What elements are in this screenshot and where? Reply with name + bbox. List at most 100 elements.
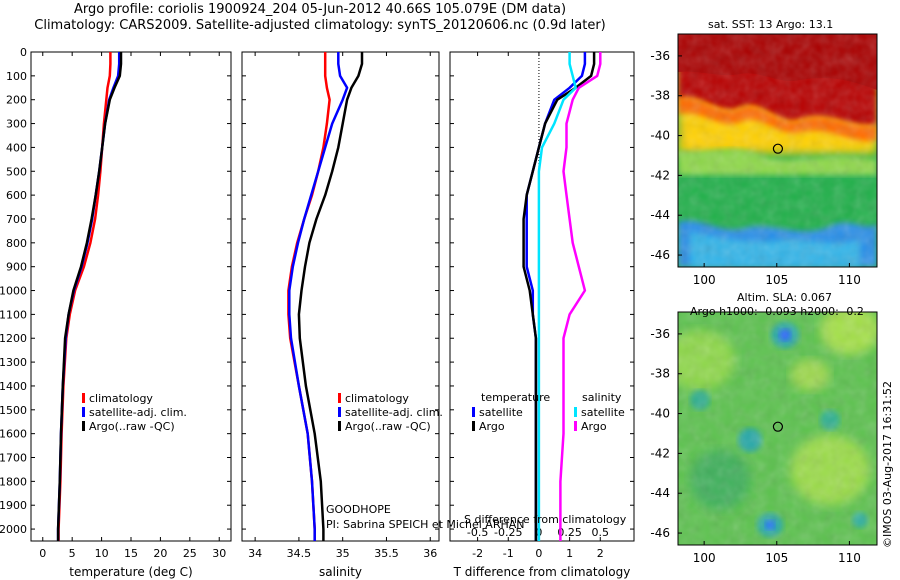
- sla-map-title-2: Argo h1000: -0.093 h2000: -0.2: [690, 305, 864, 318]
- y-tick-label: 1500: [0, 404, 27, 417]
- series-line-1-1: [288, 52, 349, 541]
- legend-swatch: [82, 421, 85, 431]
- legend-label: climatology: [89, 392, 153, 405]
- map-y-tick-label: -46: [650, 248, 670, 262]
- series-line-0-2: [56, 52, 123, 541]
- series-line-1-0: [287, 52, 331, 541]
- map-y-tick-label: -36: [650, 49, 670, 63]
- map-y-tick-label: -36: [650, 327, 670, 341]
- map-x-tick-label: 110: [838, 273, 861, 287]
- legend-item: Argo: [574, 420, 607, 433]
- legend-swatch: [338, 407, 341, 417]
- x-tick-label-0: 10: [95, 547, 109, 560]
- title-line-1: Argo profile: coriolis 1900924_204 05-Ju…: [73, 2, 567, 17]
- map-y-tick-label: -40: [650, 129, 670, 143]
- y-tick-label: 600: [6, 189, 27, 202]
- x-tick-label-2: 0: [535, 547, 542, 560]
- x-tick-label-0: 5: [69, 547, 76, 560]
- project-label: GOODHOPE: [326, 503, 391, 516]
- imos-stamp: ©IMOS 03-Aug-2017 16:31:52: [881, 381, 894, 548]
- map-y-tick-label: -46: [650, 526, 670, 540]
- y-tick-label: 800: [6, 237, 27, 250]
- y-tick-label: 400: [6, 141, 27, 154]
- map-x-tick-label: 105: [765, 551, 788, 565]
- x-axis-label-1: salinity: [319, 565, 362, 579]
- x-tick-label-2: 2: [597, 547, 604, 560]
- y-tick-label: 1700: [0, 452, 27, 465]
- legend-label: Argo: [581, 420, 607, 433]
- legend-item: satellite-adj. clim.: [82, 406, 187, 419]
- map-y-tick-label: -40: [650, 407, 670, 421]
- x-tick-label-1: 35.5: [374, 547, 399, 560]
- y-tick-label: 2000: [0, 523, 27, 536]
- x-tick-label-1: 34.5: [287, 547, 312, 560]
- y-tick-label: 1200: [0, 332, 27, 345]
- profile-location-marker-1: [772, 421, 784, 432]
- legend-label: satellite: [581, 406, 625, 419]
- s-tick-label: -0.5: [467, 526, 488, 539]
- s-tick-label: 0.5: [592, 526, 610, 539]
- y-tick-label: 100: [6, 70, 27, 83]
- x-axis-label-0: temperature (deg C): [69, 565, 192, 579]
- series-line-2-2: [537, 52, 577, 541]
- x-axis-label-2: T difference from climatology: [453, 565, 631, 579]
- legend-diff-salinity-header: salinity: [582, 391, 622, 404]
- map-y-tick-label: -42: [650, 168, 670, 182]
- sla-map-title-1: Altim. SLA: 0.067: [737, 291, 833, 304]
- series-line-2-1: [522, 52, 596, 541]
- legend-item: climatology: [82, 392, 153, 405]
- panel-frame-1: [241, 51, 440, 542]
- s-tick-label: -0.25: [494, 526, 522, 539]
- legend-label: Argo(..raw -QC): [345, 420, 431, 433]
- y-tick-label: 1100: [0, 308, 27, 321]
- x-tick-label-0: 0: [39, 547, 46, 560]
- map-frame-1: [677, 311, 878, 546]
- map-y-tick-label: -38: [650, 89, 670, 103]
- sst-map: [678, 34, 877, 267]
- legend-item: satellite-adj. clim.: [338, 406, 443, 419]
- x-tick-label-2: -1: [503, 547, 514, 560]
- legend-item: Argo(..raw -QC): [338, 420, 431, 433]
- legend-item: climatology: [338, 392, 409, 405]
- legend-item: satellite: [472, 406, 523, 419]
- map-y-tick-label: -38: [650, 367, 670, 381]
- y-tick-label: 0: [20, 46, 27, 59]
- y-tick-label: 500: [6, 165, 27, 178]
- x-tick-label-1: 36: [423, 547, 437, 560]
- legend-swatch: [574, 407, 577, 417]
- profile-location-marker-0: [772, 143, 784, 154]
- legend-label: Argo: [479, 420, 505, 433]
- map-x-tick-label: 100: [693, 551, 716, 565]
- s-tick-label: 0.25: [557, 526, 582, 539]
- series-line-2-3: [559, 52, 602, 541]
- legend-label: satellite-adj. clim.: [89, 406, 187, 419]
- legend-swatch: [574, 421, 577, 431]
- legend-swatch: [338, 393, 341, 403]
- legend-swatch: [472, 407, 475, 417]
- map-x-tick-label: 100: [693, 273, 716, 287]
- y-tick-label: 1600: [0, 428, 27, 441]
- legend-swatch: [82, 407, 85, 417]
- map-x-tick-label: 105: [765, 273, 788, 287]
- series-line-0-1: [56, 52, 121, 541]
- legend-label: satellite: [479, 406, 523, 419]
- legend-item: Argo: [472, 420, 505, 433]
- legend-label: climatology: [345, 392, 409, 405]
- y-tick-label: 900: [6, 261, 27, 274]
- x-tick-label-2: -2: [472, 547, 483, 560]
- legend-item: Argo(..raw -QC): [82, 420, 175, 433]
- y-tick-label: 1800: [0, 475, 27, 488]
- y-tick-label: 1900: [0, 499, 27, 512]
- x-tick-label-0: 25: [183, 547, 197, 560]
- map-y-tick-label: -44: [650, 208, 670, 222]
- y-tick-label: 300: [6, 118, 27, 131]
- series-line-1-2: [297, 52, 364, 541]
- legend-label: Argo(..raw -QC): [89, 420, 175, 433]
- x-tick-label-0: 30: [212, 547, 226, 560]
- legend-swatch: [338, 421, 341, 431]
- map-x-tick-label: 110: [838, 551, 861, 565]
- y-tick-label: 1400: [0, 380, 27, 393]
- title-line-2: Climatology: CARS2009. Satellite-adjuste…: [34, 18, 606, 33]
- s-diff-axis-label: S difference from climatology: [464, 513, 627, 526]
